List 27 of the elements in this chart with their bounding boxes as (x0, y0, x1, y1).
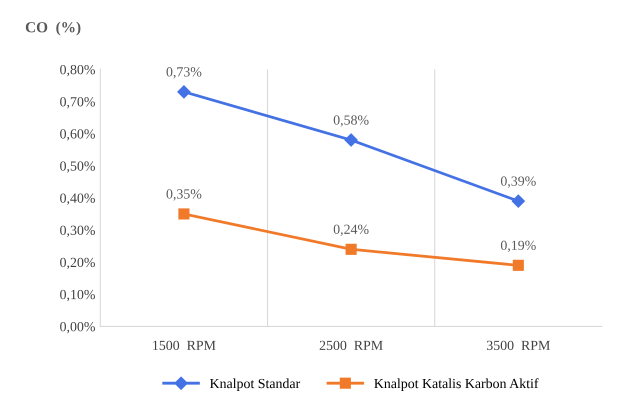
legend-label: Knalpot Katalis Karbon Aktif (374, 378, 539, 392)
y-tick-label: 0,60% (60, 129, 95, 141)
point (512, 260, 524, 271)
point (344, 133, 358, 147)
y-tick-label: 0,80% (60, 64, 95, 76)
y-tick-label: 0,50% (60, 161, 95, 173)
data-label: 0,58% (334, 115, 369, 127)
point (177, 85, 191, 98)
data-label: 0,19% (500, 240, 536, 252)
data-label: 0,73% (166, 67, 202, 79)
y-tick-label: 0,20% (60, 258, 95, 270)
legend-label: Knalpot Standar (210, 378, 300, 392)
y-tick-label: 0,10% (60, 290, 95, 302)
y-tick-label: 0,40% (60, 193, 95, 205)
data-label: 0,24% (334, 224, 369, 236)
x-tick-label: 3500 RPM (486, 340, 550, 350)
point (512, 194, 525, 208)
y-tick-label: 0,70% (60, 97, 95, 108)
y-axis-title: CO (%) (26, 22, 80, 36)
point (178, 208, 190, 220)
y-tick-label: 0,00% (60, 322, 95, 334)
x-tick-label: 1500 RPM (153, 340, 216, 350)
data-label: 0,35% (166, 189, 202, 201)
y-tick-label: 0,30% (60, 226, 95, 237)
data-label: 0,39% (500, 176, 536, 188)
point (346, 244, 357, 255)
x-tick-label: 2500 RPM (320, 340, 383, 350)
